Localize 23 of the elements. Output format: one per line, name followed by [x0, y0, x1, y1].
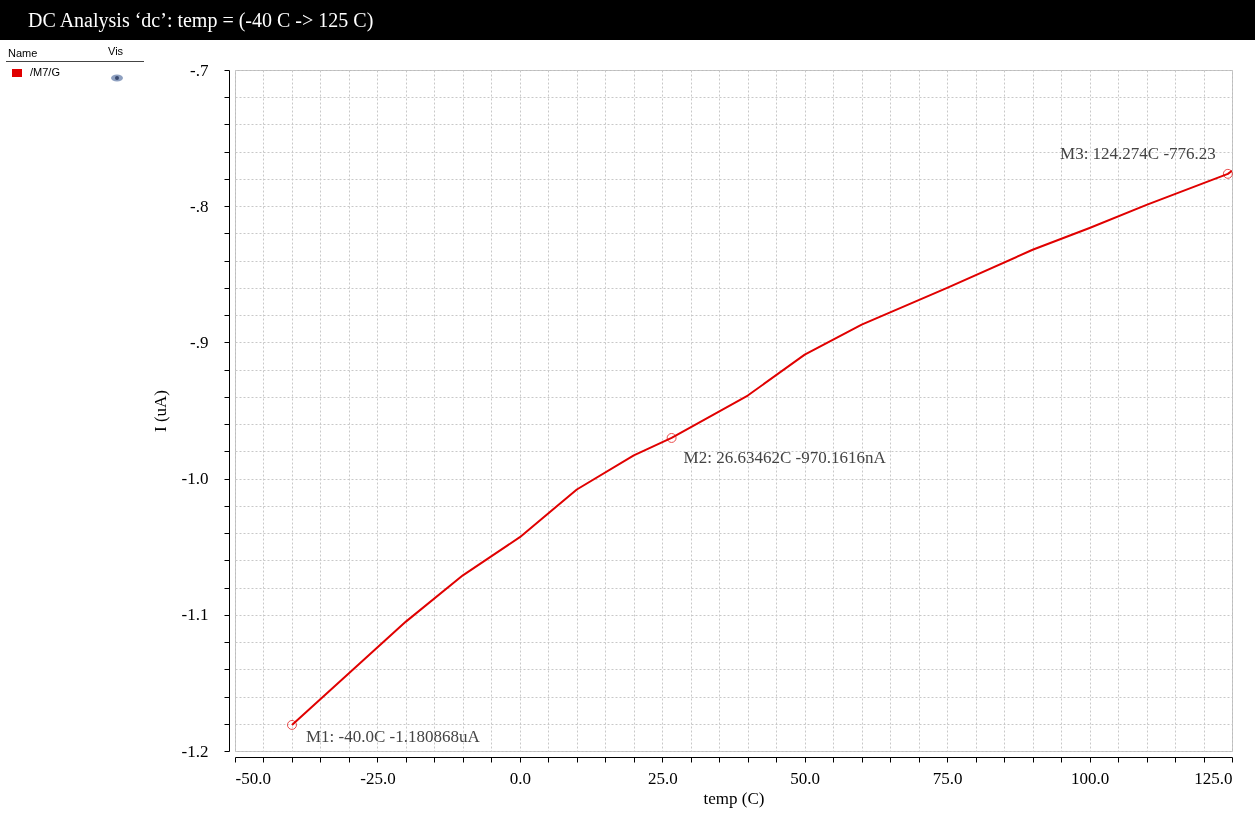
text: Vis — [108, 45, 124, 57]
y-tick-label: -1.2 — [181, 741, 209, 761]
x-tick-label: -25.0 — [360, 768, 396, 788]
x-tick-label: -50.0 — [235, 768, 271, 788]
x-tick-label: 125.0 — [1194, 768, 1233, 788]
y-axis-title: I (uA) — [150, 389, 170, 433]
annotation: M1: -40.0C -1.180868uA — [305, 726, 481, 746]
y-tick-label: -1.0 — [181, 469, 209, 489]
x-tick-label: 25.0 — [647, 768, 678, 788]
y-tick-label: -.9 — [190, 332, 209, 352]
y-tick-label: -.7 — [190, 60, 209, 80]
x-tick-label: 75.0 — [932, 768, 963, 788]
legend-label: /M7/G — [30, 66, 60, 78]
x-tick-label: 100.0 — [1070, 768, 1110, 788]
x-axis-title: temp (C) — [703, 788, 765, 808]
x-tick-label: 0.0 — [509, 768, 531, 788]
annotation: M2: 26.63462C -970.1616nA — [683, 447, 887, 467]
y-tick-label: -1.1 — [181, 605, 209, 625]
chart-title: DC Analysis ‘dc’: temp = (-40 C -> 125 C) — [0, 0, 1255, 40]
legend-title: Name — [8, 47, 38, 59]
y-tick-label: -.8 — [190, 196, 209, 216]
annotation: M3: 124.274C -776.23 — [1060, 143, 1216, 163]
x-tick-label: 50.0 — [790, 768, 821, 788]
